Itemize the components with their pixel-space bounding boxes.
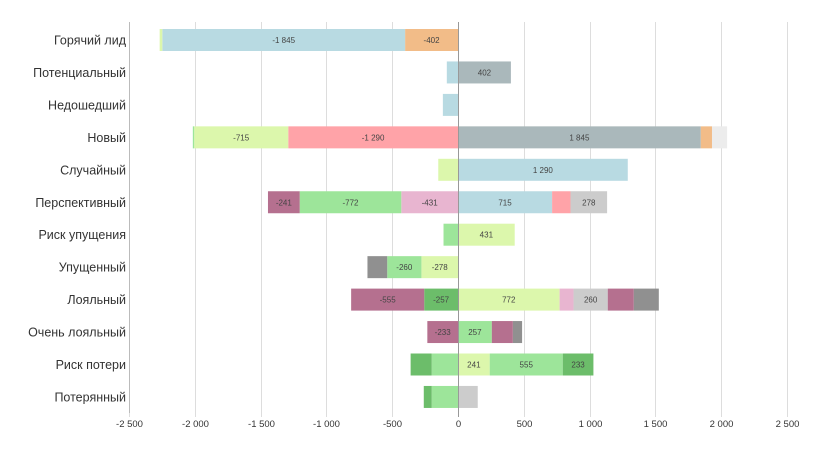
- bar-segment-positive: [607, 288, 634, 311]
- x-tick-label: -500: [383, 419, 402, 430]
- category-axis: Горячий лид Потенциальный Недошедший Новый С…: [28, 22, 130, 413]
- category-label: Потенциальный: [33, 66, 126, 80]
- x-tick-label: -2 500: [116, 419, 143, 430]
- data-label: -260: [396, 263, 413, 272]
- bar-segment-negative: [387, 256, 422, 279]
- bar-segment-positive: [489, 353, 563, 376]
- category-label: Случайный: [60, 163, 126, 177]
- data-label: 1 845: [569, 133, 590, 142]
- data-label: -1 845: [272, 36, 295, 45]
- bar-segment-negative: [443, 223, 458, 246]
- x-tick-label: -1 500: [248, 419, 275, 430]
- category-label: Риск потери: [56, 358, 126, 372]
- bar-segment-negative: [351, 288, 425, 311]
- bar-segment-positive: [458, 158, 628, 181]
- data-label: -555: [380, 296, 397, 305]
- x-tick-label: 1 000: [579, 419, 603, 430]
- bar-segment-positive: [458, 223, 515, 246]
- bar-segment-negative: [421, 256, 458, 279]
- bar-segment-positive: [458, 126, 701, 149]
- bar-segment-negative: [427, 321, 458, 344]
- data-label: 715: [498, 198, 512, 207]
- data-labels: -402 -1 845 402 -1 290 -715 1 845 1 290 -431 -77…: [233, 36, 598, 370]
- bar-segment-positive: [458, 288, 560, 311]
- x-tick-label: 1 500: [644, 419, 668, 430]
- bar-segment-negative: [410, 353, 432, 376]
- data-label: 278: [582, 198, 596, 207]
- bar-segment-positive: [458, 191, 553, 214]
- bar-segment-negative: [194, 126, 289, 149]
- x-tick-label: 0: [456, 419, 461, 430]
- bar-segment-negative: [288, 126, 458, 149]
- data-label: -772: [342, 198, 359, 207]
- bar-segment-positive: [573, 288, 608, 311]
- data-label: -241: [276, 198, 293, 207]
- bar-segment-negative: [424, 288, 458, 311]
- category-label: Новый: [87, 131, 126, 145]
- bar-segment-negative: [446, 61, 458, 84]
- bar-segment-positive: [512, 321, 523, 344]
- bar-segment-positive: [491, 321, 513, 344]
- bar-segment-positive: [458, 353, 490, 376]
- data-label: 772: [502, 296, 516, 305]
- bar-segment-negative: [401, 191, 458, 214]
- bar-segment-negative: [192, 126, 195, 149]
- x-tick-label: -1 000: [313, 419, 340, 430]
- data-label: 260: [584, 296, 598, 305]
- category-label: Потерянный: [54, 390, 126, 404]
- data-label: 431: [480, 231, 494, 240]
- x-tick-label: 500: [517, 419, 533, 430]
- data-label: 555: [520, 361, 534, 370]
- data-label: -278: [432, 263, 449, 272]
- data-label: 233: [571, 361, 585, 370]
- category-label: Горячий лид: [54, 34, 127, 48]
- data-label: -233: [435, 328, 452, 337]
- bar-segment-negative: [159, 29, 163, 51]
- category-label: Упущенный: [59, 261, 126, 275]
- bars: [159, 22, 728, 417]
- category-label: Очень лояльный: [28, 326, 126, 340]
- bar-segment-negative: [423, 385, 432, 408]
- bar-segment-positive: [458, 61, 511, 84]
- data-label: 241: [467, 361, 481, 370]
- bar-segment-negative: [405, 29, 458, 51]
- data-label: 1 290: [533, 166, 554, 175]
- data-label: -1 290: [362, 133, 385, 142]
- bar-segment-negative: [442, 93, 458, 116]
- bar-segment-negative: [299, 191, 402, 214]
- category-label: Недошедший: [48, 98, 126, 112]
- bar-segment-positive: [562, 353, 594, 376]
- bar-segment-positive: [552, 191, 571, 214]
- value-axis: -2 500 -2 000 -1 500 -1 000 -500 0 500 1 000 1 5…: [116, 419, 799, 430]
- bar-segment-negative: [438, 158, 458, 181]
- category-label: Риск упущения: [38, 228, 126, 242]
- bar-segment-positive: [570, 191, 608, 214]
- x-tick-label: 2 000: [710, 419, 734, 430]
- category-label: Перспективный: [35, 196, 126, 210]
- bar-segment-positive: [458, 321, 492, 344]
- data-label: 402: [478, 68, 492, 77]
- category-label: Лояльный: [67, 293, 126, 307]
- bar-segment-negative: [431, 385, 458, 408]
- data-label: -431: [422, 198, 439, 207]
- bar-segment-positive: [711, 126, 728, 149]
- gridlines: [129, 22, 788, 417]
- bar-segment-negative: [431, 353, 458, 376]
- data-label: -402: [424, 36, 441, 45]
- bar-segment-positive: [700, 126, 712, 149]
- data-label: -715: [233, 133, 250, 142]
- bar-segment-negative: [367, 256, 388, 279]
- data-label: -257: [433, 296, 450, 305]
- bar-segment-positive: [633, 288, 659, 311]
- bar-segment-positive: [458, 385, 478, 408]
- data-label: 257: [468, 328, 482, 337]
- bar-segment-negative: [267, 191, 300, 214]
- bar-segment-negative: [162, 29, 406, 51]
- bar-segment-positive: [559, 288, 574, 311]
- x-tick-label: 2 500: [776, 419, 800, 430]
- x-tick-label: -2 000: [182, 419, 209, 430]
